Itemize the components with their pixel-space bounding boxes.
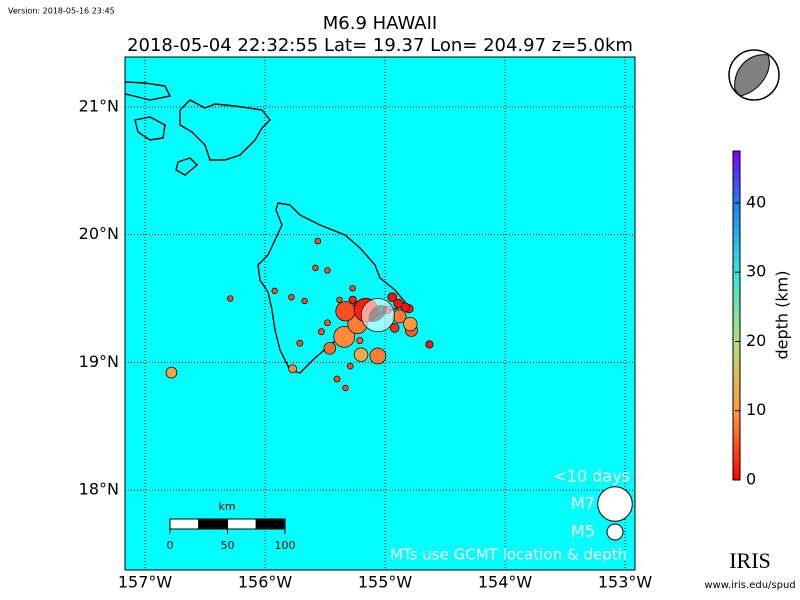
legend-note: MTs use GCMT location & depth <box>390 546 627 564</box>
event <box>323 342 337 355</box>
x-tick-label: 155°W <box>358 573 413 592</box>
subtitle: 2018-05-04 22:32:55 Lat= 19.37 Lon= 204.… <box>127 35 633 56</box>
event <box>314 237 322 245</box>
event <box>425 340 434 349</box>
legend: <10 days MTs use GCMT location & depth M… <box>390 467 633 564</box>
event <box>318 328 325 336</box>
x-tick-label: 154°W <box>478 573 533 592</box>
mainshock-quadrant <box>368 304 387 323</box>
scale-bar: km 0 50 100 <box>167 500 296 552</box>
legend-label: M7 <box>571 494 595 513</box>
title: M6.9 HAWAII <box>323 13 438 34</box>
colorbar-tick-label: 30 <box>746 262 766 281</box>
event <box>296 339 304 347</box>
event <box>312 264 319 271</box>
event <box>393 298 404 309</box>
event <box>333 375 341 383</box>
event <box>301 297 308 305</box>
legend-symbol <box>597 486 633 522</box>
event <box>342 384 349 392</box>
event <box>403 316 418 332</box>
map-frame <box>124 56 636 571</box>
y-tick-label: 20°N <box>79 224 119 243</box>
coast-maui <box>179 99 271 161</box>
colorbar-tick-label: 10 <box>746 400 766 419</box>
mechanism-icon <box>728 49 780 101</box>
legend-symbol <box>606 523 624 541</box>
colorbar-tick-label: 40 <box>746 192 766 211</box>
version: Version: 2018-05-16 23:45 <box>8 7 115 16</box>
scale-tick-label: 0 <box>167 539 174 552</box>
colorbar-tick-label: 20 <box>746 331 766 350</box>
event <box>271 287 278 294</box>
x-tick-label: 153°W <box>598 573 653 592</box>
scale-tick-label: 50 <box>221 539 235 552</box>
events <box>165 237 434 392</box>
event <box>336 296 343 303</box>
colorbar-tick-label: 0 <box>746 470 756 489</box>
legend-title: <10 days <box>553 467 630 486</box>
event <box>165 366 178 379</box>
y-tick-label: 19°N <box>79 352 119 371</box>
colorbar-axis: 0 10 20 30 40 <box>735 192 766 489</box>
coast-kahoolawe <box>175 157 199 176</box>
event <box>288 364 297 374</box>
coast-lanai <box>134 116 166 141</box>
scale-segment <box>169 518 200 530</box>
event <box>387 292 398 303</box>
legend-label: M5 <box>571 522 595 541</box>
event <box>288 294 295 301</box>
event <box>333 325 356 348</box>
event <box>335 301 356 322</box>
event <box>348 295 357 304</box>
scale-unit: km <box>218 500 235 513</box>
event <box>324 319 331 327</box>
logo: IRIS <box>729 548 771 573</box>
scale-segment <box>198 518 228 530</box>
event <box>324 267 331 274</box>
colorbar-label: depth (km) <box>773 271 792 360</box>
scale-segment <box>227 518 257 530</box>
y-tick-label: 21°N <box>79 96 119 115</box>
event <box>389 323 400 333</box>
logo-url: www.iris.edu/spud <box>704 580 795 591</box>
event <box>356 337 364 345</box>
coast-molokai <box>124 81 172 101</box>
scale-tick-label: 100 <box>275 539 296 552</box>
x-tick-label: 157°W <box>118 573 173 592</box>
event <box>349 285 356 292</box>
x-tick-label: 156°W <box>238 573 293 592</box>
colorbar <box>732 150 741 481</box>
beachball-quadrant <box>734 54 770 97</box>
scale-segment <box>255 518 286 530</box>
event <box>227 295 234 302</box>
event <box>369 347 387 365</box>
event <box>353 347 369 362</box>
y-tick-label: 18°N <box>79 480 119 499</box>
event <box>346 362 354 370</box>
